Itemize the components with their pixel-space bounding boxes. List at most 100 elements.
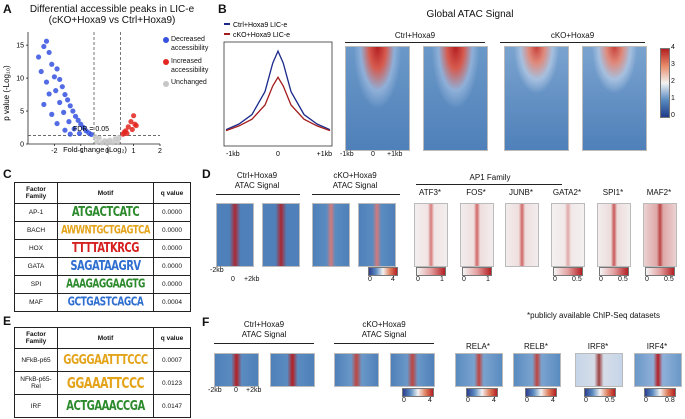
volcano-point-decreased <box>46 49 52 56</box>
volcano-point-unchanged <box>96 135 102 141</box>
d-cbar-min: 0 <box>368 276 372 283</box>
d-heatmap-ctrl-1 <box>216 203 254 267</box>
colorbar-tick-2: 2 <box>671 78 675 85</box>
legend-label-decreased: Decreased accessibility <box>171 36 209 52</box>
motif-table-e-header: Factor Family Motif q value <box>14 327 191 349</box>
volcano-point-decreased <box>59 84 65 90</box>
q-cell: 0.0000 <box>153 275 191 294</box>
heatmap-tick-center: 0 <box>371 151 375 158</box>
group-bracket-ctrl-b <box>345 42 485 43</box>
d-track-label: GATA2* <box>552 188 582 197</box>
d-colorbar-spi1 <box>599 267 629 276</box>
volcano-point-increased <box>133 122 139 129</box>
family-cell: SPI <box>14 275 58 294</box>
f-cbar-max: 4 <box>551 397 555 404</box>
colorbar-tick-0: 0 <box>671 112 675 119</box>
heatmap-tick-right: +1kb <box>387 151 403 158</box>
f-tick-left: -2kb <box>208 387 222 394</box>
volcano-point-decreased <box>71 126 77 132</box>
motif-logo: GGGGAATTTCCC <box>63 352 148 368</box>
motif-logo: AAAGAGGAAGTG <box>66 277 145 292</box>
f-cbar-min: 0 <box>525 397 529 404</box>
f-ctrl-bracket <box>214 343 314 344</box>
family-cell: MAF <box>14 293 58 312</box>
colorbar-tick-4: 4 <box>671 44 675 51</box>
d-tick-left: -2kb <box>210 267 224 274</box>
d-colorbar-atf3 <box>416 267 446 276</box>
f-cbar-max: 4 <box>428 397 432 404</box>
d-cbar-min: 0 <box>416 276 420 283</box>
table-row: SPI AAAGAGGAAGTG 0.0000 <box>14 275 191 294</box>
q-cell: 0.0000 <box>153 239 191 258</box>
f-chip-heatmap-irf4 <box>634 353 682 387</box>
volcano-point-decreased <box>57 76 63 83</box>
legend-label-unchanged: Unchanged <box>171 79 207 86</box>
volcano-point-increased <box>128 119 134 125</box>
d-track-label: ATF3* <box>418 188 442 197</box>
panel-b-label: B <box>218 2 227 16</box>
legend-label-increased: Increased accessibility <box>171 58 209 74</box>
f-colorbar-atac <box>402 388 434 397</box>
motif-logo: AWWNTGCTGAGTCA <box>61 223 150 238</box>
volcano-point-decreased <box>38 68 44 75</box>
q-cell: 0.0147 <box>153 394 191 418</box>
d-chip-heatmap-maf2 <box>643 203 677 267</box>
d-heatmap-cko-2 <box>358 203 396 267</box>
motif-table-c: Factor Family Motif q value AP-1 ATGACTC… <box>14 182 191 312</box>
volcano-point-unchanged <box>94 139 100 145</box>
volcano-point-decreased <box>41 101 47 108</box>
d-ap1-bracket <box>416 184 562 185</box>
profile-legend-ctrl: Ctrl+Hoxa9 LIC-e <box>233 22 287 29</box>
f-cbar-max: 4 <box>492 397 496 404</box>
volcano-point-unchanged <box>112 136 118 142</box>
d-tick-right: +2kb <box>244 276 260 283</box>
f-cbar-max: 0.8 <box>665 397 675 404</box>
motif-logo: ACTGAAACCGA <box>66 398 145 414</box>
profile-legend-cko: cKO+Hoxa9 LIC-e <box>233 32 290 39</box>
volcano-ylabel: p value (-Log₁₀) <box>2 65 11 121</box>
colorbar-tick-3: 3 <box>671 61 675 68</box>
volcano-point-increased <box>121 129 127 135</box>
q-cell: 0.0000 <box>153 203 191 222</box>
atac-profile-plot: Ctrl+Hoxa9 LIC-e cKO+Hoxa9 LIC-e -1kb 0 … <box>223 22 333 158</box>
panel-a-title-line1: Differential accessible peaks in LIC-e <box>29 4 195 15</box>
header-motif: Motif <box>57 182 154 204</box>
volcano-x-tick-label: 2 <box>158 148 162 155</box>
group-bracket-cko-b <box>500 42 645 43</box>
family-cell: HOX <box>14 239 58 258</box>
volcano-fdr-label: FDR = 0.05 <box>73 126 109 133</box>
volcano-point-decreased <box>51 74 58 80</box>
legend-dot-unchanged <box>163 81 169 87</box>
d-heatmap-ctrl-2 <box>262 203 300 267</box>
table-row: NFkB-p65-Rel GGAAATTCCC 0.0123 <box>14 371 191 395</box>
f-track-label: RELA* <box>465 342 490 351</box>
f-chip-heatmap-rela <box>455 353 503 387</box>
f-track-label: IRF4* <box>646 342 668 351</box>
f-cko-bracket <box>334 343 434 344</box>
profile-line-ctrl <box>225 49 331 131</box>
panel-f-label: F <box>202 315 210 329</box>
volcano-point-decreased <box>65 97 71 103</box>
d-ap1-label: AP1 Family <box>469 173 511 182</box>
profile-tick-right: +1kb <box>317 151 332 158</box>
legend-item-increased: Increased accessibility <box>163 57 223 79</box>
panel-a-label: A <box>3 2 12 16</box>
legend-dot-increased <box>163 59 169 65</box>
f-colorbar-rela <box>466 388 498 397</box>
global-heatmap-cko-2 <box>582 46 647 151</box>
f-ctrl-label: Ctrl+Hoxa9 ATAC Signal <box>241 320 287 339</box>
volcano-point-decreased <box>35 54 42 60</box>
d-cbar-max: 1 <box>486 276 490 283</box>
volcano-plot: p value (-Log₁₀) 0 5 10 15 -2 -1 0 1 2 FDR = 0.0… <box>2 32 162 155</box>
volcano-point-decreased <box>41 43 47 50</box>
motif-logo: GGAAATTCCC <box>66 374 145 392</box>
header-q: q value <box>153 327 191 349</box>
volcano-points <box>35 38 139 146</box>
f-chip-heatmap-irf8 <box>575 353 623 387</box>
table-row: MAF GCTGASTCAGCA 0.0004 <box>14 293 191 312</box>
family-cell: AP-1 <box>14 203 58 222</box>
volcano-point-decreased <box>49 61 55 67</box>
d-ctrl-bracket <box>216 194 300 195</box>
d-chip-heatmap-atf3 <box>414 203 448 267</box>
d-tick-center: 0 <box>231 276 235 283</box>
